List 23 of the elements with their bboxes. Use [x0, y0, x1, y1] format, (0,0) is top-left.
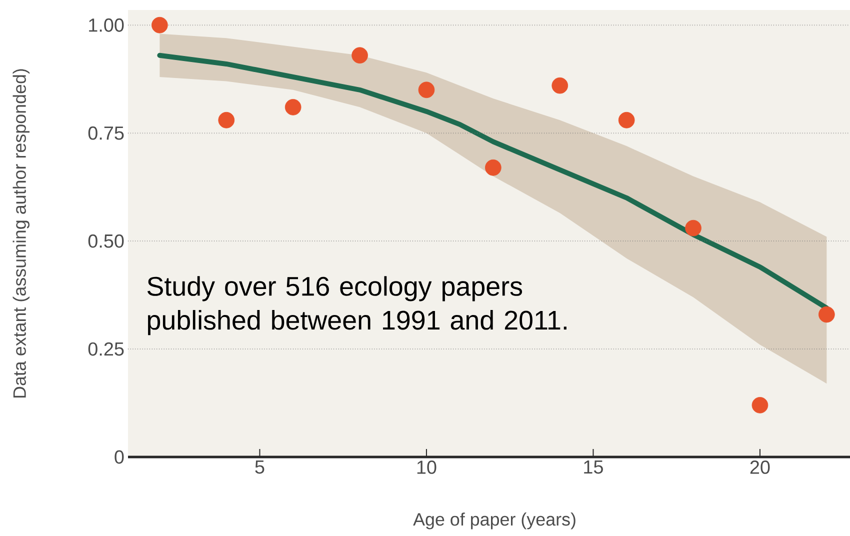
y-tick-label: 0.50 — [88, 234, 124, 248]
point — [485, 159, 502, 176]
x-tick-label: 5 — [255, 460, 264, 474]
y-axis-title: Data extant (assuming author responded) — [12, 69, 30, 398]
point — [418, 82, 435, 98]
x-tick-label: 15 — [584, 460, 603, 474]
point — [152, 16, 168, 34]
y-tick-label: 1.00 — [89, 18, 124, 32]
point — [618, 112, 635, 128]
y-tick-label: 0.75 — [88, 126, 124, 140]
annotation: Study over 516 ecology papers published between 1991 and 2011. — [147, 276, 566, 336]
point — [685, 220, 702, 236]
x-tick-label: 10 — [417, 460, 436, 474]
point — [752, 397, 768, 414]
point — [552, 77, 568, 94]
point — [218, 112, 235, 128]
point — [352, 47, 368, 64]
y-tick-label: 0 — [114, 450, 124, 464]
x-tick-label: 20 — [750, 460, 770, 474]
point — [818, 306, 835, 323]
point — [284, 99, 302, 116]
x-axis-title: Age of paper (years) — [413, 512, 576, 530]
y-tick-label: 0.25 — [88, 342, 124, 356]
